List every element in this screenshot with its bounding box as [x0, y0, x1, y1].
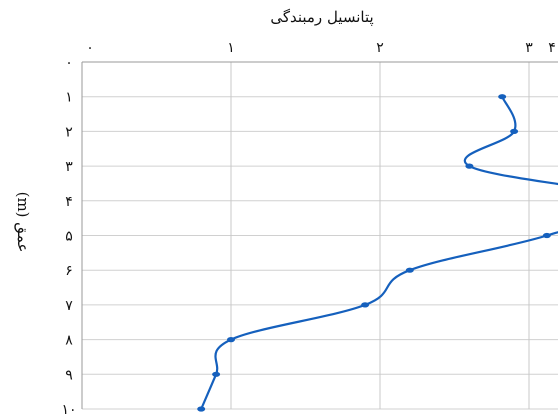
y-tick-label: ۴	[65, 194, 73, 210]
y-tick-label: ۰	[65, 55, 73, 71]
y-tick-label: ۱۰	[61, 402, 76, 414]
data-point	[197, 406, 206, 412]
y-tick-label: ۱	[65, 90, 73, 106]
data-point	[361, 302, 370, 308]
y-tick-label: ۸	[65, 333, 73, 349]
axes	[81, 61, 558, 409]
x-tick-label: ۲	[376, 40, 384, 56]
x-tick-label: ۱	[227, 40, 235, 56]
y-tick-label: ۵	[65, 229, 73, 245]
x-tick-label: ۴	[548, 40, 556, 56]
y-tick-label: ۹	[65, 367, 73, 383]
data-point	[510, 128, 519, 134]
grid	[82, 62, 558, 410]
series	[197, 94, 558, 412]
data-point	[212, 371, 221, 377]
y-tick-label: ۲	[65, 124, 73, 140]
x-tick-label: ۰	[86, 40, 94, 56]
data-point	[227, 337, 235, 343]
y-tick-label: ۳	[65, 159, 73, 175]
y-tick-labels: ۰ ۱ ۲ ۳ ۴ ۵ ۶ ۷ ۸ ۹ ۱۰	[61, 55, 76, 414]
data-point	[405, 267, 414, 273]
data-point	[465, 163, 474, 169]
data-point	[542, 232, 551, 239]
data-point	[498, 94, 507, 100]
y-tick-label: ۷	[65, 298, 73, 314]
x-tick-label: ۳	[525, 40, 533, 56]
x-axis-title: پتانسیل رمبندگی	[270, 8, 373, 26]
y-tick-label: ۶	[65, 263, 73, 279]
y-axis-title: عمق (m)	[14, 192, 32, 253]
